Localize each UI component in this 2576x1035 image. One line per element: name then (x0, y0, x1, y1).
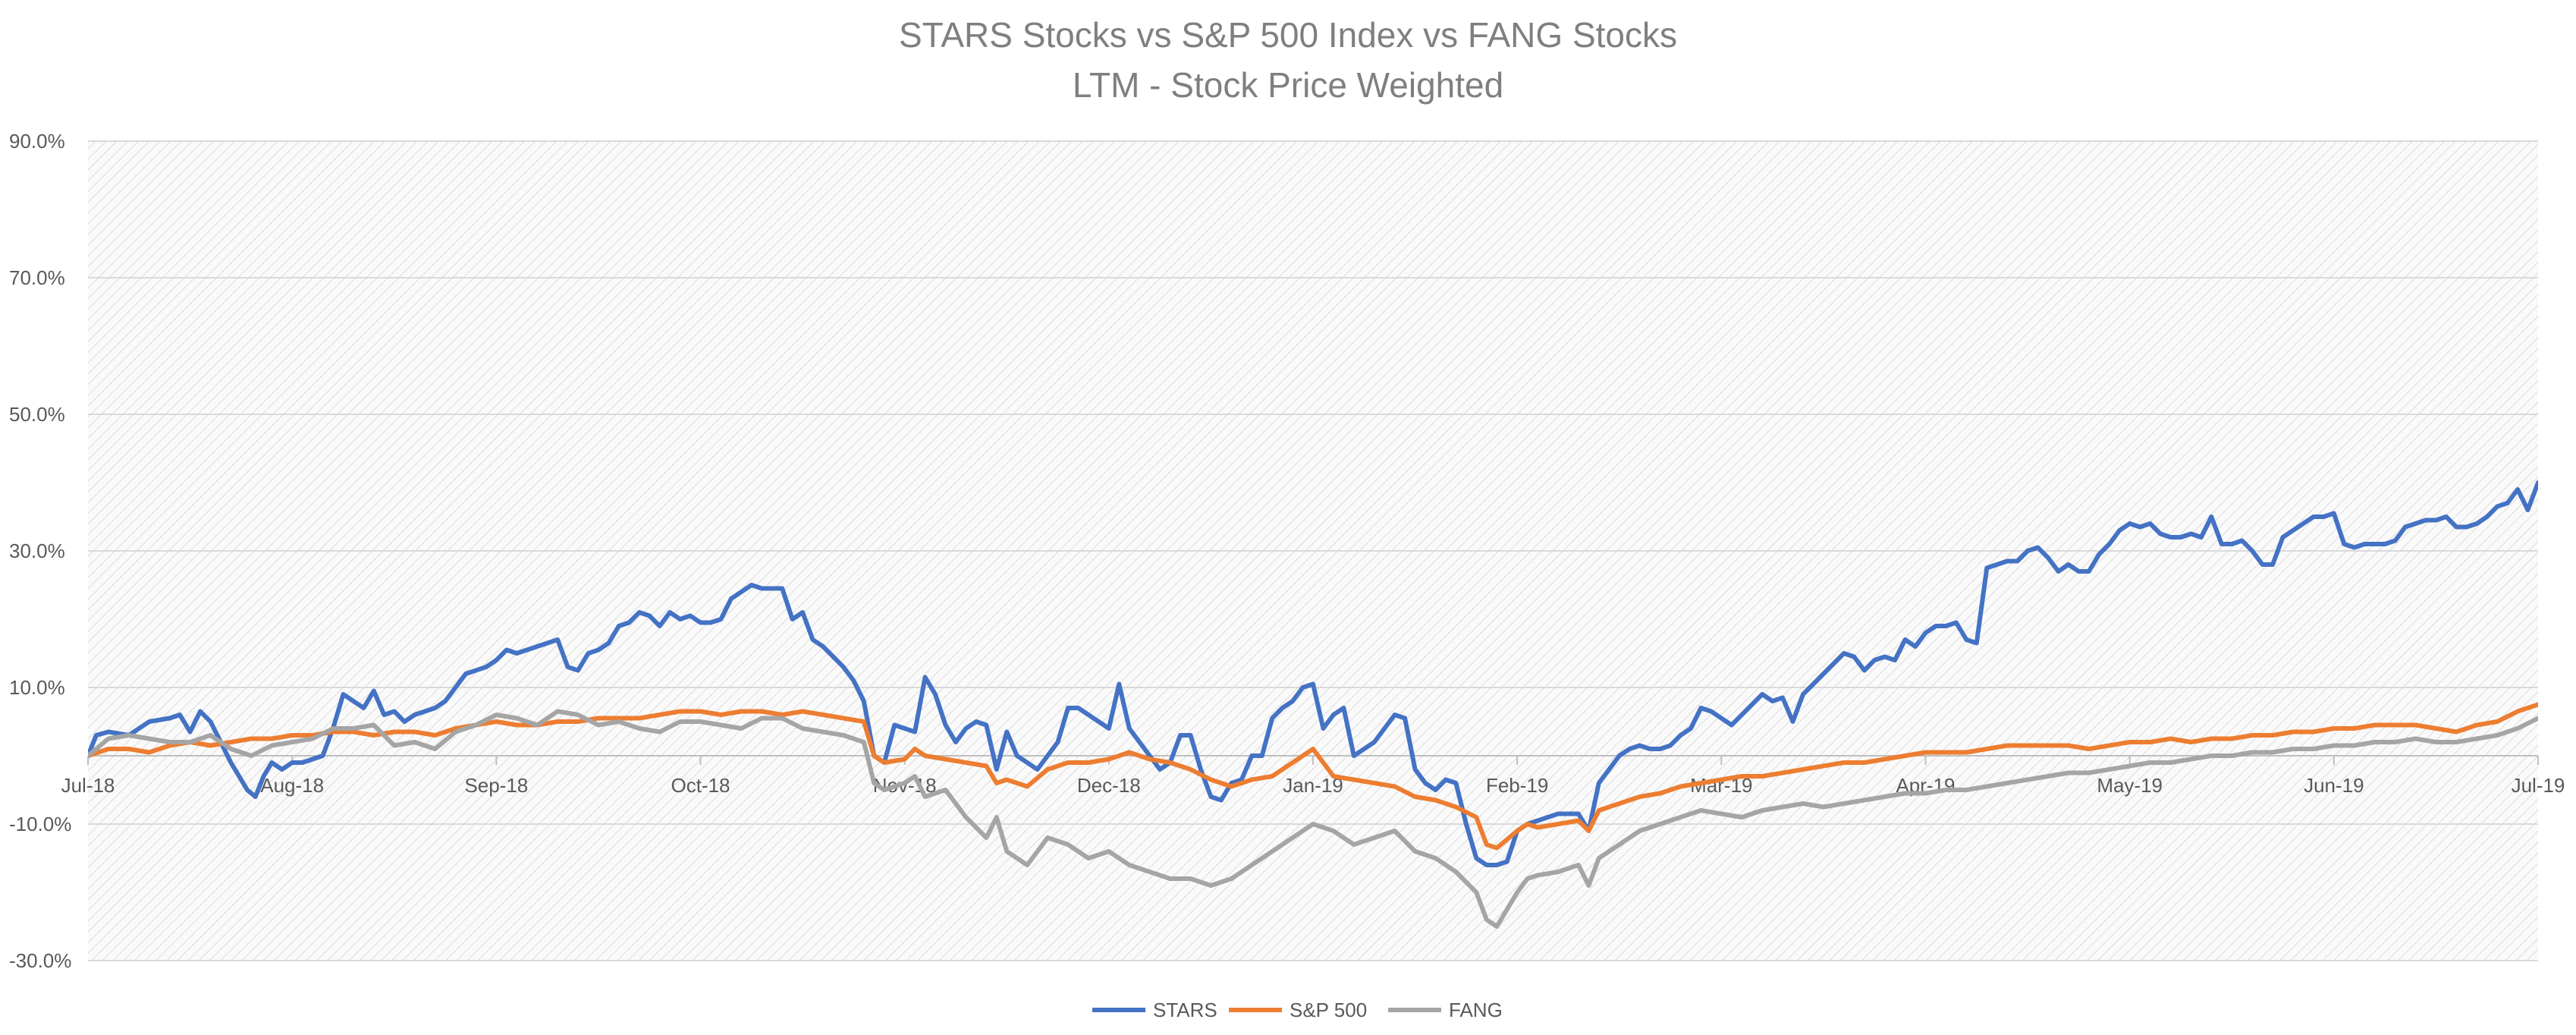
series-lines (88, 480, 2538, 929)
x-axis-ticks: Jul-18 Aug-18 Sep-18 Oct-18 Nov-18 Dec-18 Jan-… (61, 756, 2565, 797)
y-tick-label: -30.0% (9, 949, 71, 972)
x-tick-label: Jun-19 (2304, 774, 2364, 797)
legend: STARS S&P 500 FANG (1092, 999, 1503, 1021)
chart-title: STARS Stocks vs S&P 500 Index vs FANG St… (899, 15, 1677, 55)
x-tick-label: Sep-18 (464, 774, 528, 797)
y-tick-label: 90.0% (9, 130, 65, 153)
x-tick-label: Jul-18 (61, 774, 115, 797)
y-tick-label: 10.0% (9, 676, 65, 699)
y-tick-label: 30.0% (9, 540, 65, 562)
legend-label: STARS (1153, 999, 1217, 1021)
x-tick-label: May-19 (2097, 774, 2163, 797)
chart-subtitle: LTM - Stock Price Weighted (1073, 65, 1503, 105)
series-line-fang (88, 709, 2538, 929)
legend-label: S&P 500 (1290, 999, 1367, 1021)
y-tick-label: 70.0% (9, 266, 65, 289)
x-tick-label: Jul-19 (2512, 774, 2565, 797)
y-tick-label: 50.0% (9, 403, 65, 426)
x-tick-label: Oct-18 (671, 774, 730, 797)
y-axis-ticks: 90.0% 70.0% 50.0% 30.0% 10.0% -10.0% -30.0% (9, 130, 71, 972)
legend-label: FANG (1449, 999, 1503, 1021)
x-tick-label: Feb-19 (1486, 774, 1548, 797)
series-line-stars (88, 480, 2538, 867)
series-line-s-p-500 (88, 702, 2538, 851)
x-tick-label: Dec-18 (1077, 774, 1141, 797)
x-tick-label: Aug-18 (260, 774, 324, 797)
y-tick-label: -10.0% (9, 813, 71, 835)
